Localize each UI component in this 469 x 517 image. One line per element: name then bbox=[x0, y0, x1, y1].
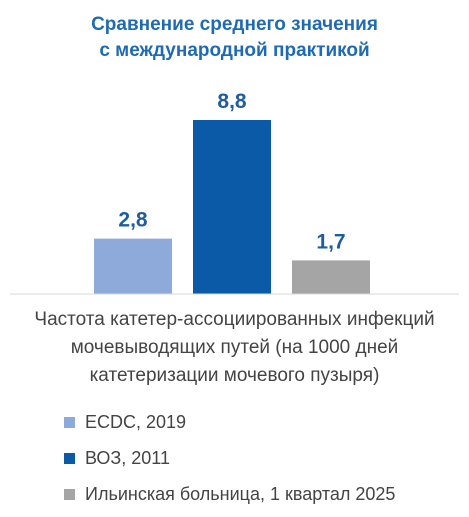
legend-swatch-hospital bbox=[64, 488, 75, 500]
chart-title-line-2: с международной практикой bbox=[99, 40, 370, 61]
x-axis-label-line-2: мочевыводящих путей (на 1000 дней bbox=[70, 337, 399, 358]
legend-item-ecdc: ECDC, 2019 bbox=[64, 404, 395, 440]
bars-layer bbox=[94, 120, 370, 294]
legend-item-who: ВОЗ, 2011 bbox=[64, 440, 395, 476]
chart-title: Сравнение среднего значения с международ… bbox=[0, 12, 469, 64]
x-axis-label-line-1: Частота катетер-ассоциированных инфекций bbox=[34, 309, 435, 330]
value-labels-layer: 2,8 8,8 1,7 bbox=[118, 90, 345, 253]
legend-swatch-who bbox=[64, 452, 75, 464]
x-axis-label-line-3: катетеризации мочевого пузыря) bbox=[89, 365, 380, 386]
legend-label-ecdc: ECDC, 2019 bbox=[85, 411, 187, 432]
legend-item-hospital: Ильинская больница, 1 квартал 2025 bbox=[64, 476, 395, 512]
value-label-hospital: 1,7 bbox=[316, 230, 345, 253]
bar-hospital bbox=[292, 260, 370, 294]
value-label-who: 8,8 bbox=[217, 90, 247, 113]
value-label-ecdc: 2,8 bbox=[118, 209, 148, 232]
bar-who bbox=[193, 120, 271, 294]
legend: ECDC, 2019 ВОЗ, 2011 Ильинская больница,… bbox=[64, 404, 395, 512]
bar-ecdc bbox=[94, 238, 172, 294]
legend-label-who: ВОЗ, 2011 bbox=[85, 447, 170, 468]
chart-title-line-1: Сравнение среднего значения bbox=[91, 14, 378, 35]
legend-label-hospital: Ильинская больница, 1 квартал 2025 bbox=[85, 483, 396, 504]
legend-swatch-ecdc bbox=[64, 416, 75, 428]
x-axis-label: Частота катетер-ассоциированных инфекций… bbox=[0, 306, 469, 390]
